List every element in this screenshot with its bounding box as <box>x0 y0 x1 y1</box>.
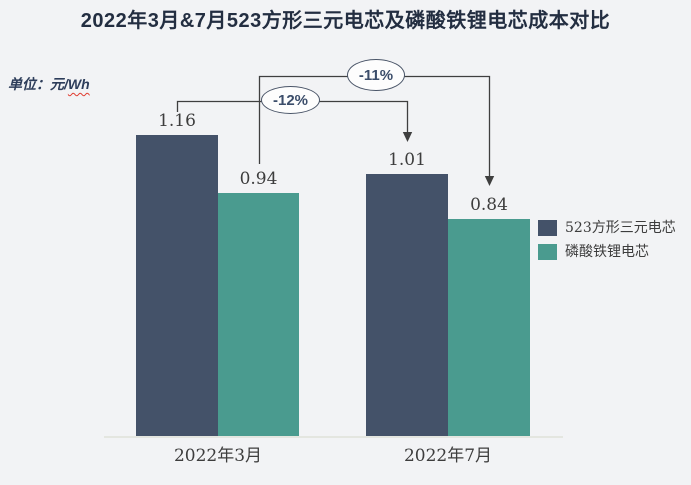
unit-label-spellcheck-text: Wh <box>67 76 90 92</box>
legend: 523方形三元电芯 磷酸铁锂电芯 <box>538 220 676 268</box>
bar-value-label-march-523: 1.16 <box>158 111 196 132</box>
bar-group-march-523: 1.16 <box>136 112 218 437</box>
legend-item-lfp: 磷酸铁锂电芯 <box>538 244 676 260</box>
bar-group-july-523: 1.01 <box>366 151 448 437</box>
bar-rect-march-523 <box>136 135 218 437</box>
bar-group-july-lfp: 0.84 <box>448 196 530 437</box>
bar-rect-july-lfp <box>448 219 530 437</box>
unit-label: 单位：元/Wh <box>8 74 90 94</box>
arrowhead-523-icon <box>402 132 413 142</box>
decline-badge-523: -12% <box>261 86 320 114</box>
arrowhead-lfp-icon <box>484 176 495 186</box>
legend-swatch-lfp <box>538 244 557 260</box>
legend-swatch-523 <box>538 220 557 236</box>
legend-item-523: 523方形三元电芯 <box>538 220 676 236</box>
x-axis-label-march: 2022年3月 <box>173 446 263 466</box>
unit-label-text: 单位：元/ <box>8 76 68 92</box>
bar-value-label-july-523: 1.01 <box>388 150 426 171</box>
bar-value-label-july-lfp: 0.84 <box>470 195 508 216</box>
decline-badge-lfp-label: -11% <box>358 66 394 84</box>
x-axis-label-july: 2022年7月 <box>403 446 493 466</box>
x-axis-line <box>104 436 563 438</box>
bar-rect-march-lfp <box>218 193 299 437</box>
decline-badge-523-label: -12% <box>272 91 309 109</box>
bar-group-march-lfp: 0.94 <box>218 170 299 437</box>
legend-label-lfp: 磷酸铁锂电芯 <box>565 244 649 260</box>
chart-title: 2022年3月&7月523方形三元电芯及磷酸铁锂电芯成本对比 <box>80 10 611 32</box>
decline-badge-lfp: -11% <box>347 59 405 91</box>
bar-rect-july-523 <box>366 174 448 437</box>
bar-value-label-march-lfp: 0.94 <box>239 169 278 190</box>
legend-label-523: 523方形三元电芯 <box>565 220 676 236</box>
